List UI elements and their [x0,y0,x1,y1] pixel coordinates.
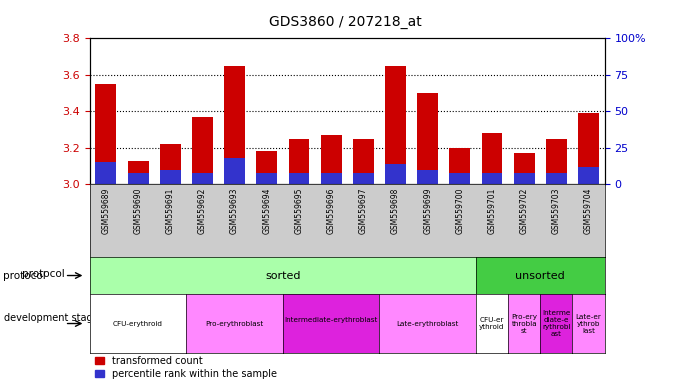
Bar [578,113,599,184]
Bar [546,173,567,184]
Bar [449,148,471,184]
Bar [321,135,341,184]
Bar [256,173,277,184]
Bar [513,153,535,184]
Text: GSM559695: GSM559695 [294,188,303,235]
Text: development stage: development stage [4,313,99,323]
Bar [256,151,277,184]
Bar [192,173,213,184]
Bar [160,170,181,184]
Bar [321,173,341,184]
Bar [513,173,535,184]
Text: GSM559703: GSM559703 [552,188,561,235]
Text: GSM559696: GSM559696 [327,188,336,235]
Bar [353,173,374,184]
Text: Pro-erythroblast: Pro-erythroblast [205,321,264,326]
Text: GSM559698: GSM559698 [391,188,400,234]
Text: GSM559691: GSM559691 [166,188,175,234]
Legend: transformed count, percentile rank within the sample: transformed count, percentile rank withi… [95,356,277,379]
Text: GSM559699: GSM559699 [423,188,432,235]
Bar [289,173,310,184]
Bar [95,162,116,184]
Text: GSM559690: GSM559690 [133,188,142,235]
Bar [546,139,567,184]
Text: GSM559693: GSM559693 [230,188,239,235]
Bar [449,173,471,184]
Bar [128,161,149,184]
Text: Late-er
ythrob
last: Late-er ythrob last [576,313,601,334]
Text: Late-erythroblast: Late-erythroblast [397,321,459,326]
Text: GSM559692: GSM559692 [198,188,207,234]
Text: GSM559700: GSM559700 [455,188,464,235]
Bar [417,170,438,184]
Text: GSM559697: GSM559697 [359,188,368,235]
Text: unsorted: unsorted [515,270,565,281]
Text: GSM559689: GSM559689 [102,188,111,234]
Text: GSM559702: GSM559702 [520,188,529,234]
Text: sorted: sorted [265,270,301,281]
Text: protocol: protocol [22,269,65,279]
Bar [353,139,374,184]
Text: GSM559704: GSM559704 [584,188,593,235]
Bar [385,164,406,184]
Bar [224,158,245,184]
Text: GSM559694: GSM559694 [263,188,272,235]
Text: GDS3860 / 207218_at: GDS3860 / 207218_at [269,15,422,29]
Bar [192,117,213,184]
Text: Intermediate-erythroblast: Intermediate-erythroblast [285,317,378,330]
Bar [417,93,438,184]
Bar [95,84,116,184]
Bar [289,139,310,184]
Bar [482,173,502,184]
Text: CFU-er
ythroid: CFU-er ythroid [480,317,504,330]
Bar [160,144,181,184]
Text: Interme
diate-e
rythrobl
ast: Interme diate-e rythrobl ast [542,310,571,337]
Bar [385,66,406,184]
Text: GSM559701: GSM559701 [488,188,497,234]
Bar [128,173,149,184]
Text: Pro-ery
throbla
st: Pro-ery throbla st [511,313,537,334]
Text: CFU-erythroid: CFU-erythroid [113,321,163,326]
Bar [578,167,599,184]
Bar [224,66,245,184]
Text: protocol: protocol [3,270,46,281]
Bar [482,133,502,184]
